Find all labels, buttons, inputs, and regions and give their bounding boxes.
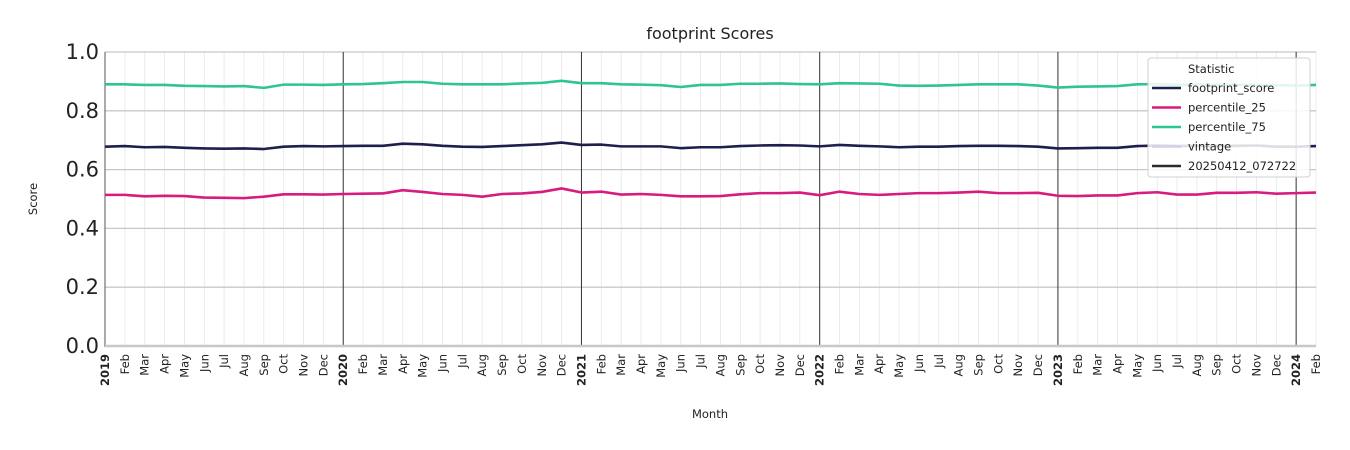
x-tick-label: Apr xyxy=(1110,354,1124,374)
x-tick-label: Jun xyxy=(197,354,211,373)
x-axis-label: Month xyxy=(692,407,728,421)
x-tick-label: Feb xyxy=(833,354,847,374)
grid xyxy=(104,51,1317,347)
x-tick-label: Aug xyxy=(713,354,727,376)
x-tick-label: Jun xyxy=(435,354,449,373)
x-tick-label: 2020 xyxy=(336,354,350,386)
y-axis-label: Score xyxy=(26,183,40,215)
x-tick-label: 2022 xyxy=(813,354,827,386)
x-tick-label: Mar xyxy=(138,354,152,376)
x-tick-label: Feb xyxy=(1309,354,1323,374)
legend-title: Statistic xyxy=(1188,62,1235,76)
x-tick-label: Sep xyxy=(733,354,747,376)
x-tick-label: Aug xyxy=(952,354,966,376)
y-tick-label: 0.4 xyxy=(66,216,99,240)
x-tick-label: Sep xyxy=(495,354,509,376)
x-tick-label: Dec xyxy=(555,354,569,376)
x-ticks: 2019 Feb Mar Apr May Jun Jul Aug Sep Oct Nov Dec 202… xyxy=(98,354,1323,386)
x-tick-label: 2021 xyxy=(574,354,588,386)
x-tick-label: Jul xyxy=(1170,354,1184,369)
x-tick-label: Dec xyxy=(1031,354,1045,376)
legend: Statistic footprint_score percentile_25pe… xyxy=(1147,57,1311,178)
x-tick-label: Feb xyxy=(594,354,608,374)
x-tick-label: May xyxy=(416,354,430,378)
x-tick-label: Oct xyxy=(753,354,767,374)
x-tick-label: Apr xyxy=(396,354,410,374)
legend-label: percentile_75 xyxy=(1188,120,1266,134)
legend-box xyxy=(1147,57,1311,178)
x-tick-label: May xyxy=(177,354,191,378)
y-tick-label: 1.0 xyxy=(66,40,99,64)
x-tick-label: Nov xyxy=(1011,354,1025,377)
x-tick-label: Apr xyxy=(634,354,648,374)
x-tick-label: Feb xyxy=(1071,354,1085,374)
x-tick-label: Feb xyxy=(356,354,370,374)
x-tick-label: Oct xyxy=(515,354,529,374)
x-tick-label: Nov xyxy=(1249,354,1263,377)
y-tick-label: 0.2 xyxy=(66,275,99,299)
y-tick-label: 0.6 xyxy=(66,158,99,182)
x-tick-label: Oct xyxy=(277,354,291,374)
x-tick-label: Nov xyxy=(535,354,549,377)
x-tick-label: Aug xyxy=(237,354,251,376)
y-tick-label: 0.0 xyxy=(66,334,99,358)
x-tick-label: Nov xyxy=(297,354,311,377)
x-tick-label: Jun xyxy=(912,354,926,373)
x-tick-label: Aug xyxy=(1190,354,1204,376)
x-tick-label: Jun xyxy=(674,354,688,373)
series-lines xyxy=(104,79,1317,200)
y-tick-label: 0.8 xyxy=(66,99,99,123)
x-tick-label: Mar xyxy=(614,354,628,376)
chart-title: footprint Scores xyxy=(646,24,773,43)
x-tick-label: Jul xyxy=(694,354,708,369)
legend-label: 20250412_072722 xyxy=(1188,159,1296,173)
x-tick-label: Jul xyxy=(932,354,946,369)
legend-label: footprint_score xyxy=(1188,81,1274,95)
legend-label: vintage xyxy=(1188,140,1231,154)
series-line-footprint-score xyxy=(104,141,1317,151)
x-tick-label: Jul xyxy=(217,354,231,369)
x-tick-label: Jun xyxy=(1150,354,1164,373)
x-tick-label: Sep xyxy=(1210,354,1224,376)
x-tick-label: Mar xyxy=(852,354,866,376)
x-tick-label: Nov xyxy=(773,354,787,377)
x-tick-label: Dec xyxy=(793,354,807,376)
x-tick-label: Dec xyxy=(316,354,330,376)
x-tick-label: Oct xyxy=(1230,354,1244,374)
x-tick-label: 2023 xyxy=(1051,354,1065,386)
x-tick-label: May xyxy=(892,354,906,378)
x-tick-label: Sep xyxy=(257,354,271,376)
x-tick-label: Aug xyxy=(475,354,489,376)
x-tick-label: Dec xyxy=(1269,354,1283,376)
x-tick-label: Apr xyxy=(158,354,172,374)
x-tick-label: 2019 xyxy=(98,354,112,386)
x-tick-label: 2024 xyxy=(1289,354,1303,386)
x-tick-label: Apr xyxy=(872,354,886,374)
y-ticks: 0.0 0.2 0.4 0.6 0.8 1.0 xyxy=(66,40,99,358)
series-line-percentile-75 xyxy=(105,79,1317,90)
series-line-percentile-25 xyxy=(105,187,1317,200)
x-tick-label: Feb xyxy=(118,354,132,374)
x-tick-label: May xyxy=(1130,354,1144,378)
x-tick-label: Oct xyxy=(991,354,1005,374)
x-tick-label: Jul xyxy=(455,354,469,369)
x-tick-label: Mar xyxy=(1091,354,1105,376)
x-tick-label: May xyxy=(654,354,668,378)
legend-label: percentile_25 xyxy=(1188,101,1266,115)
x-tick-label: Mar xyxy=(376,354,390,376)
axes xyxy=(104,52,1316,348)
x-tick-label: Sep xyxy=(972,354,986,376)
